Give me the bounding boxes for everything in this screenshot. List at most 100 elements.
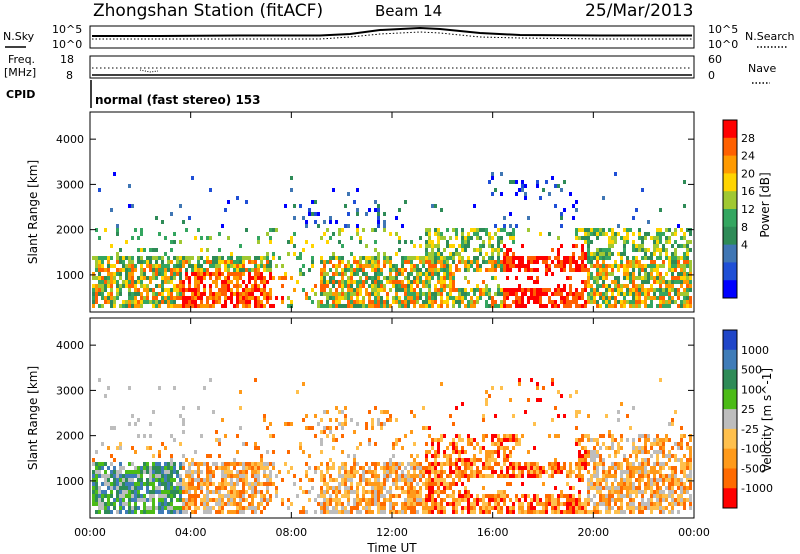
y-tick-label: 3000: [56, 178, 84, 191]
heatmap-cell: [425, 482, 428, 486]
heatmap-cell: [437, 470, 440, 474]
heatmap-cell: [314, 284, 317, 288]
heatmap-cell: [362, 300, 365, 304]
heatmap-cell: [338, 410, 341, 414]
heatmap-cell: [239, 426, 242, 430]
heatmap-cell: [128, 494, 131, 498]
heatmap-cell: [668, 458, 671, 462]
heatmap-cell: [410, 410, 413, 414]
heatmap-cell: [182, 506, 185, 510]
heatmap-cell: [242, 296, 245, 300]
heatmap-cell: [626, 268, 629, 272]
heatmap-cell: [689, 498, 692, 502]
heatmap-cell: [350, 284, 353, 288]
heatmap-cell: [218, 264, 221, 268]
heatmap-cell: [152, 482, 155, 486]
heatmap-cell: [677, 494, 680, 498]
heatmap-cell: [107, 256, 110, 260]
heatmap-cell: [161, 490, 164, 494]
heatmap-cell: [248, 288, 251, 292]
heatmap-cell: [113, 482, 116, 486]
heatmap-cell: [230, 510, 233, 514]
heatmap-cell: [662, 474, 665, 478]
power-x-axis: [89, 112, 695, 312]
heatmap-cell: [269, 304, 272, 308]
heatmap-cell: [668, 300, 671, 304]
heatmap-cell: [155, 300, 158, 304]
heatmap-cell: [158, 478, 161, 482]
heatmap-cell: [458, 292, 461, 296]
heatmap-cell: [395, 438, 398, 442]
heatmap-cell: [359, 478, 362, 482]
heatmap-cell: [155, 292, 158, 296]
heatmap-cell: [353, 458, 356, 462]
power-ylabel: Slant Range [km]: [26, 160, 40, 264]
heatmap-cell: [587, 450, 590, 454]
heatmap-cell: [95, 494, 98, 498]
heatmap-cell: [422, 272, 425, 276]
heatmap-cell: [107, 486, 110, 490]
heatmap-cell: [647, 438, 650, 442]
heatmap-cell: [374, 272, 377, 276]
x-tick-label: 20:00: [577, 526, 609, 539]
heatmap-cell: [662, 506, 665, 510]
heatmap-cell: [353, 466, 356, 470]
heatmap-cell: [227, 264, 230, 268]
heatmap-cell: [386, 474, 389, 478]
heatmap-cell: [197, 466, 200, 470]
heatmap-cell: [578, 228, 581, 232]
heatmap-cell: [605, 256, 608, 260]
heatmap-cell: [248, 502, 251, 506]
heatmap-cell: [593, 252, 596, 256]
heatmap-cell: [578, 502, 581, 506]
heatmap-cell: [98, 494, 101, 498]
heatmap-cell: [236, 268, 239, 272]
heatmap-cell: [383, 256, 386, 260]
heatmap-cell: [218, 248, 221, 252]
heatmap-cell: [119, 248, 122, 252]
heatmap-cell: [545, 264, 548, 268]
heatmap-cell: [239, 406, 242, 410]
heatmap-cell: [389, 272, 392, 276]
heatmap-cell: [638, 268, 641, 272]
heatmap-cell: [479, 506, 482, 510]
heatmap-cell: [434, 272, 437, 276]
heatmap-cell: [554, 510, 557, 514]
heatmap-cell: [356, 188, 359, 192]
heatmap-cell: [200, 502, 203, 506]
heatmap-cell: [221, 288, 224, 292]
heatmap-cell: [647, 486, 650, 490]
heatmap-cell: [617, 490, 620, 494]
heatmap-cell: [626, 466, 629, 470]
heatmap-cell: [98, 498, 101, 502]
heatmap-cell: [128, 272, 131, 276]
heatmap-cell: [461, 482, 464, 486]
heatmap-cell: [581, 248, 584, 252]
heatmap-cell: [500, 304, 503, 308]
heatmap-cell: [125, 284, 128, 288]
heatmap-cell: [434, 232, 437, 236]
heatmap-cell: [131, 276, 134, 280]
heatmap-cell: [272, 482, 275, 486]
heatmap-cell: [413, 256, 416, 260]
heatmap-cell: [653, 466, 656, 470]
heatmap-cell: [524, 510, 527, 514]
heatmap-cell: [479, 446, 482, 450]
heatmap-cell: [461, 248, 464, 252]
heatmap-cell: [506, 268, 509, 272]
heatmap-cell: [491, 192, 494, 196]
heatmap-cell: [266, 256, 269, 260]
heatmap-cell: [476, 300, 479, 304]
heatmap-cell: [92, 490, 95, 494]
heatmap-cell: [569, 260, 572, 264]
heatmap-cell: [182, 502, 185, 506]
heatmap-cell: [443, 288, 446, 292]
heatmap-cell: [545, 292, 548, 296]
heatmap-cell: [668, 296, 671, 300]
heatmap-cell: [356, 224, 359, 228]
heatmap-cell: [173, 470, 176, 474]
heatmap-cell: [380, 506, 383, 510]
heatmap-cell: [206, 506, 209, 510]
heatmap-cell: [617, 482, 620, 486]
heatmap-cell: [575, 304, 578, 308]
